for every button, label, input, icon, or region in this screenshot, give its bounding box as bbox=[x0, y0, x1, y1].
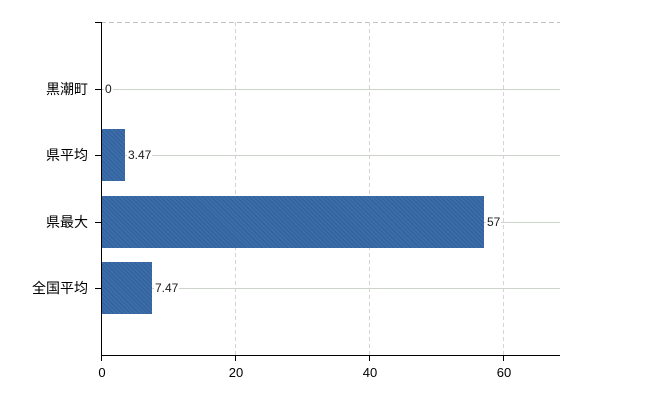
value-label: 3.47 bbox=[127, 148, 153, 162]
x-tick-label: 60 bbox=[496, 365, 512, 380]
plot-top-border bbox=[101, 22, 560, 23]
bar bbox=[102, 196, 484, 248]
x-tick-label: 0 bbox=[98, 365, 106, 380]
category-label: 全国平均 bbox=[32, 280, 88, 296]
bar bbox=[102, 129, 125, 181]
category-label: 県最大 bbox=[46, 214, 88, 230]
category-label: 黒潮町 bbox=[46, 81, 88, 97]
gridline-vertical bbox=[235, 22, 236, 355]
gridline-horizontal bbox=[101, 89, 560, 90]
y-axis-tick bbox=[95, 222, 101, 223]
category-label: 県平均 bbox=[46, 147, 88, 163]
x-axis bbox=[101, 355, 560, 356]
y-axis-tick bbox=[95, 288, 101, 289]
gridline-vertical bbox=[503, 22, 504, 355]
x-axis-tick bbox=[503, 355, 504, 361]
x-axis-tick bbox=[101, 355, 102, 361]
y-axis-tick bbox=[95, 89, 101, 90]
x-axis-tick bbox=[369, 355, 370, 361]
y-axis bbox=[101, 22, 102, 356]
value-label: 57 bbox=[486, 215, 502, 229]
y-axis-tick bbox=[95, 155, 101, 156]
x-tick-label: 40 bbox=[362, 365, 378, 380]
gridline-vertical bbox=[369, 22, 370, 355]
bar bbox=[102, 262, 152, 314]
y-axis-end-tick bbox=[95, 22, 101, 23]
x-tick-label: 20 bbox=[228, 365, 244, 380]
x-axis-tick bbox=[235, 355, 236, 361]
gridline-horizontal bbox=[101, 288, 560, 289]
value-label: 7.47 bbox=[154, 281, 180, 295]
gridline-horizontal bbox=[101, 155, 560, 156]
value-label: 0 bbox=[104, 82, 113, 96]
